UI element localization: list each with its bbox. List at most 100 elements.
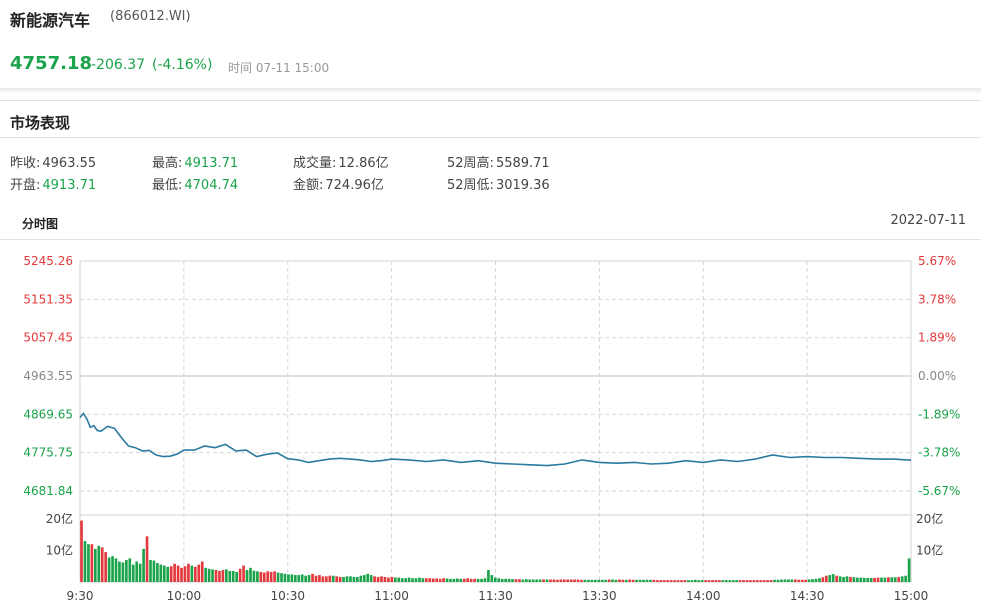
volume-bar — [787, 579, 790, 582]
volume-bar — [514, 579, 518, 582]
volume-bar — [814, 578, 818, 582]
volume-bar — [849, 576, 852, 582]
volume-bar — [431, 578, 435, 582]
volume-bar — [390, 576, 394, 582]
volume-bar — [521, 579, 525, 582]
volume-bar — [207, 568, 211, 582]
volume-bar — [373, 576, 376, 582]
volume-bar — [693, 579, 697, 582]
volume-bar — [790, 579, 794, 582]
volume-bar — [118, 561, 121, 582]
volume-bar — [566, 579, 570, 582]
volume-bar — [128, 558, 132, 582]
volume-bar — [366, 573, 370, 582]
volume-bar — [600, 579, 604, 582]
stat-prev-close: 昨收: 4963.55 — [10, 152, 96, 171]
volume-bar — [552, 579, 556, 582]
volume-bar — [752, 580, 756, 582]
volume-bar — [131, 564, 135, 582]
volume-bar — [628, 579, 632, 582]
y-tick-pct-label: -5.67% — [918, 484, 960, 498]
volume-bar — [614, 579, 618, 582]
volume-bar — [187, 563, 190, 582]
volume-bar — [721, 580, 725, 582]
volume-bar — [652, 579, 656, 582]
volume-bar — [604, 579, 607, 582]
volume-bar — [714, 580, 718, 582]
stat-high: 最高: 4913.71 — [152, 152, 238, 171]
volume-bar — [828, 575, 832, 582]
index-name: 新能源汽车 — [10, 11, 91, 30]
volume-bar — [290, 574, 294, 582]
volume-bar — [659, 580, 663, 582]
volume-bar — [493, 577, 497, 582]
volume-bar — [90, 544, 94, 582]
volume-bar — [811, 579, 814, 582]
volume-tick-label: 10亿 — [46, 543, 73, 558]
volume-bar — [642, 579, 645, 582]
volume-bar — [369, 575, 373, 582]
volume-bar — [611, 579, 614, 582]
stat-label: 成交量: — [293, 156, 337, 171]
volume-bar — [159, 564, 163, 582]
volume-bar — [428, 578, 432, 582]
volume-bar — [87, 544, 90, 582]
volume-bar — [459, 578, 463, 582]
stat-amount: 金额: 724.96亿 — [293, 174, 384, 193]
volume-bar — [149, 559, 152, 582]
index-code: (866012.WI) — [110, 9, 191, 24]
volume-bar — [683, 580, 687, 582]
volume-bar — [690, 580, 694, 582]
section-top-line — [0, 100, 981, 101]
volume-bar — [576, 579, 580, 582]
volume-tick-label: 20亿 — [46, 511, 73, 526]
volume-bar — [425, 578, 428, 582]
volume-bar — [738, 580, 742, 582]
volume-bar — [266, 571, 270, 582]
volume-bar — [156, 563, 159, 582]
volume-bar — [725, 580, 728, 582]
volume-bar — [456, 578, 459, 582]
volume-bar — [673, 580, 676, 582]
volume-bar — [83, 541, 87, 582]
volume-bar — [125, 559, 128, 582]
market-section-title: 市场表现 — [10, 114, 71, 132]
volume-bar — [666, 580, 670, 582]
stat-label: 52周高: — [447, 156, 494, 171]
volume-bar — [831, 574, 835, 582]
volume-bar — [824, 575, 828, 582]
volume-bar — [338, 576, 342, 582]
volume-bar — [776, 579, 780, 582]
volume-bar — [407, 577, 411, 582]
volume-bar — [138, 563, 142, 582]
stat-open: 开盘: 4913.71 — [10, 174, 96, 193]
volume-bar — [769, 580, 773, 582]
volume-bar — [528, 579, 532, 582]
stat-52w-high: 52周高: 5589.71 — [447, 152, 550, 171]
volume-bar — [645, 579, 649, 582]
volume-bar — [797, 579, 801, 582]
volume-bar — [362, 575, 366, 582]
volume-bar — [231, 570, 235, 582]
intraday-chart-title: 分时图 — [22, 217, 59, 231]
volume-bar — [525, 579, 528, 582]
volume-bar — [273, 571, 276, 582]
price-change: -206.37 — [91, 57, 146, 73]
volume-bar — [335, 576, 339, 582]
volume-bar — [218, 570, 221, 582]
volume-bar — [731, 580, 735, 582]
volume-bar — [793, 579, 797, 582]
volume-bar — [866, 577, 870, 582]
volume-bar — [687, 580, 690, 582]
volume-bar — [321, 576, 325, 582]
y-tick-pct-label: -1.89% — [918, 407, 960, 421]
volume-bar — [359, 575, 363, 582]
y-tick-label: 4963.55 — [23, 369, 73, 383]
volume-bar — [142, 548, 145, 582]
volume-bar — [749, 580, 752, 582]
y-tick-label: 5245.26 — [23, 254, 73, 268]
volume-bar — [356, 576, 359, 582]
stat-low: 最低: 4704.74 — [152, 174, 238, 193]
volume-bar — [504, 578, 507, 582]
